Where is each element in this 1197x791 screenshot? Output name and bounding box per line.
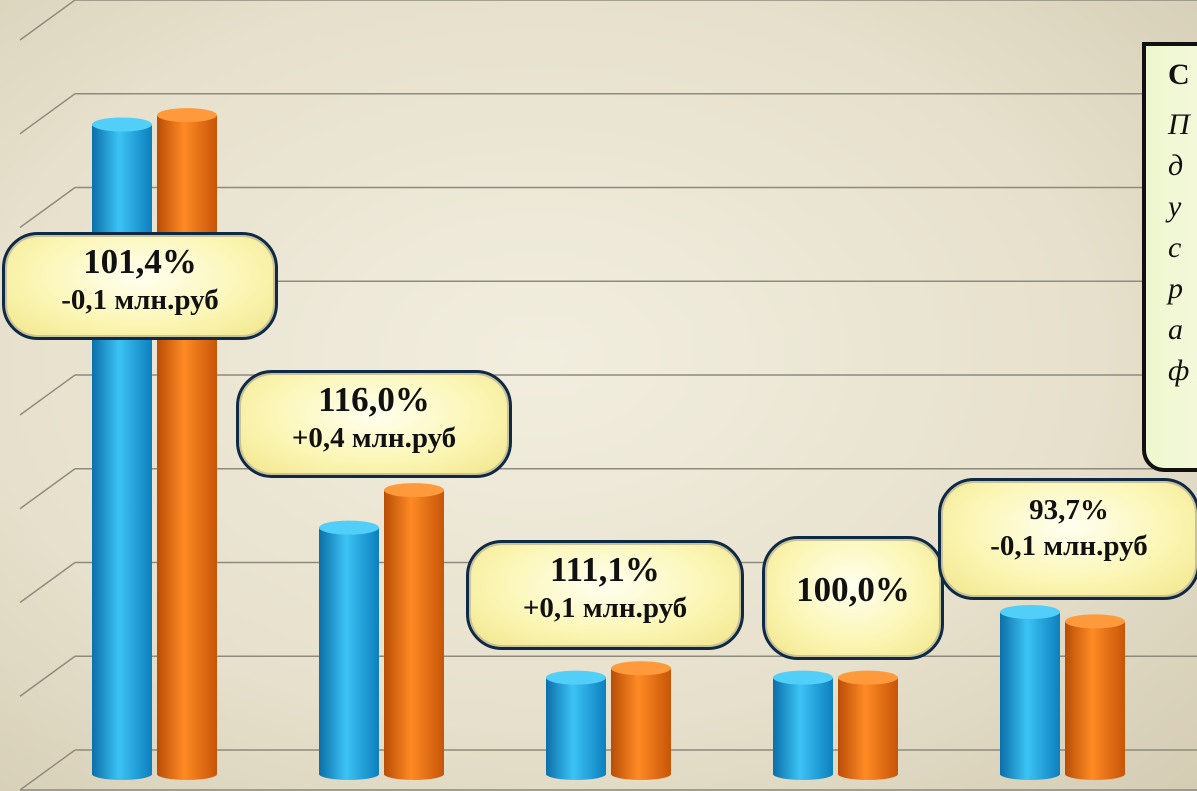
bar-base (384, 768, 444, 780)
bar-body (546, 677, 606, 774)
bar-body (384, 490, 444, 774)
gridline-depth (19, 93, 76, 135)
bar-top (546, 670, 606, 685)
bar-top (838, 670, 898, 685)
data-label-1-change: -0,1 млн.руб (61, 284, 219, 316)
data-label-3-change: +0,1 млн.руб (522, 592, 688, 624)
bar-top (611, 661, 671, 676)
bar-base (1065, 768, 1125, 780)
note-line-1: П (1168, 108, 1190, 141)
data-label-2: 116,0% +0,4 млн.руб (236, 370, 512, 478)
bar-body (773, 677, 833, 774)
gridline-depth (19, 749, 76, 791)
data-label-1-percent: 101,4% (83, 242, 197, 281)
bar-body (92, 124, 152, 774)
data-label-4-percent: 100,0% (796, 570, 910, 609)
note-line-4: с (1168, 231, 1182, 264)
bar-orange-4 (838, 670, 898, 780)
gridline-depth (19, 0, 76, 41)
bar-orange-3 (611, 661, 671, 780)
bar-body (319, 527, 379, 774)
bar-blue-4 (773, 670, 833, 780)
bar-orange-1 (157, 108, 217, 780)
gridline-depth (19, 374, 76, 416)
bar-top (319, 520, 379, 535)
bar-body (1065, 621, 1125, 774)
note-line-3: у (1168, 190, 1182, 223)
bar-blue-5 (1000, 605, 1060, 780)
data-label-2-change: +0,4 млн.руб (291, 422, 457, 454)
note-title: С (1168, 58, 1190, 91)
gridline-depth (19, 655, 76, 697)
data-label-3-percent: 111,1% (550, 550, 660, 589)
note-line-5: р (1168, 272, 1183, 305)
bar-base (1000, 768, 1060, 780)
bar-blue-1 (92, 117, 152, 780)
bar-top (92, 117, 152, 132)
bar-top (384, 483, 444, 498)
data-label-5-percent: 93,7% (1029, 494, 1109, 526)
gridline-depth (19, 186, 76, 229)
data-label-5-change: -0,1 млн.руб (990, 530, 1148, 562)
bar-body (157, 115, 217, 774)
bar-orange-5 (1065, 614, 1125, 780)
data-label-3: 111,1% +0,1 млн.руб (466, 540, 744, 650)
bar-body (838, 677, 898, 774)
bar-body (1000, 612, 1060, 774)
bar-base (319, 768, 379, 780)
note-line-7: ф (1168, 354, 1190, 387)
bar-base (611, 768, 671, 780)
bar-base (92, 768, 152, 780)
note-box: С П д у с р а ф (1142, 42, 1197, 472)
note-line-6: а (1168, 313, 1183, 346)
bar-top (157, 108, 217, 123)
bar-base (546, 768, 606, 780)
bar-body (611, 668, 671, 774)
bar-top (773, 670, 833, 685)
bar-orange-2 (384, 483, 444, 780)
gridline-depth (19, 561, 76, 604)
data-label-2-percent: 116,0% (318, 380, 430, 419)
bar-base (157, 768, 217, 780)
bar-top (1065, 614, 1125, 629)
data-label-1: 101,4% -0,1 млн.руб (2, 232, 278, 340)
bar-base (838, 768, 898, 780)
gridline-depth (19, 468, 76, 510)
bar-blue-3 (546, 670, 606, 780)
bar-base (773, 768, 833, 780)
bar-blue-2 (319, 520, 379, 780)
data-label-5: 93,7% -0,1 млн.руб (938, 478, 1197, 600)
bar-top (1000, 605, 1060, 619)
data-label-4: 100,0% (762, 536, 944, 660)
note-line-2: д (1168, 149, 1184, 182)
